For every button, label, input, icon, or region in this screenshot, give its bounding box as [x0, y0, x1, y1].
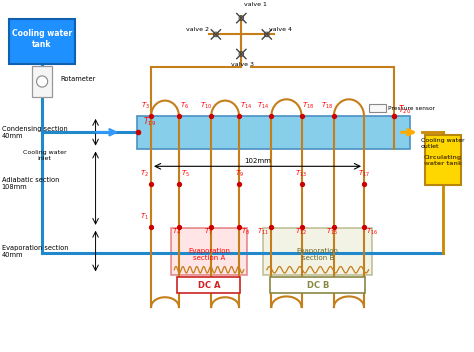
Text: valve 4: valve 4 — [269, 27, 292, 32]
Text: $T_{18}$: $T_{18}$ — [302, 101, 315, 111]
Text: $T_{14}$: $T_{14}$ — [240, 101, 252, 111]
Text: valve 3: valve 3 — [231, 62, 254, 67]
Text: $T_{17}$: $T_{17}$ — [358, 169, 370, 179]
Text: Evaporation
section A: Evaporation section A — [188, 248, 230, 261]
Text: $T_{20}$: $T_{20}$ — [398, 103, 411, 116]
Text: $T_{10}$: $T_{10}$ — [200, 101, 212, 111]
Text: Cooling water
outlet: Cooling water outlet — [421, 138, 465, 149]
Text: $T_4$: $T_4$ — [172, 227, 181, 237]
Text: Evaporation
section B: Evaporation section B — [297, 248, 339, 261]
Text: $T_{15}$: $T_{15}$ — [326, 227, 337, 237]
Text: DC A: DC A — [198, 281, 220, 290]
Text: $T_5$: $T_5$ — [182, 169, 190, 179]
Text: Pressure sensor: Pressure sensor — [388, 106, 435, 111]
Bar — [177, 277, 240, 293]
Text: 102mm: 102mm — [244, 158, 271, 164]
Text: $T_{14}$: $T_{14}$ — [257, 101, 269, 111]
Text: Cooling water
tank: Cooling water tank — [12, 29, 72, 49]
Text: Condensing section
40mm: Condensing section 40mm — [1, 126, 67, 139]
Text: Circulating
water tank: Circulating water tank — [424, 155, 462, 166]
Text: $T_{16}$: $T_{16}$ — [366, 227, 378, 237]
Text: $T_6$: $T_6$ — [180, 101, 189, 111]
Bar — [32, 65, 52, 98]
Text: $T_9$: $T_9$ — [235, 169, 244, 179]
Text: Rotameter: Rotameter — [61, 76, 96, 82]
Circle shape — [36, 76, 48, 87]
Text: Evaporation section
40mm: Evaporation section 40mm — [1, 245, 68, 258]
Text: $T_{12}$: $T_{12}$ — [295, 227, 308, 237]
Text: DC B: DC B — [307, 281, 329, 290]
Text: $T_2$: $T_2$ — [140, 169, 149, 179]
Text: $T_7$: $T_7$ — [204, 227, 213, 237]
Text: Adiabatic section
108mm: Adiabatic section 108mm — [1, 177, 59, 190]
Bar — [369, 104, 386, 112]
Text: valve 1: valve 1 — [244, 1, 266, 7]
Text: $T_{13}$: $T_{13}$ — [295, 169, 308, 179]
Text: $T_3$: $T_3$ — [141, 101, 150, 111]
Text: $T_1$: $T_1$ — [140, 212, 149, 222]
Text: valve 2: valve 2 — [186, 27, 209, 32]
Text: $T_8$: $T_8$ — [241, 227, 251, 237]
Text: Cooling water
inlet: Cooling water inlet — [23, 150, 66, 161]
FancyBboxPatch shape — [9, 19, 75, 64]
Text: $T_{11}$: $T_{11}$ — [257, 227, 269, 237]
Bar — [137, 116, 410, 149]
Bar — [263, 228, 372, 275]
Text: $T_{18}$: $T_{18}$ — [321, 101, 333, 111]
FancyBboxPatch shape — [425, 135, 461, 186]
Text: $T_{19}$: $T_{19}$ — [143, 115, 156, 128]
Bar — [171, 228, 247, 275]
Bar — [270, 277, 365, 293]
